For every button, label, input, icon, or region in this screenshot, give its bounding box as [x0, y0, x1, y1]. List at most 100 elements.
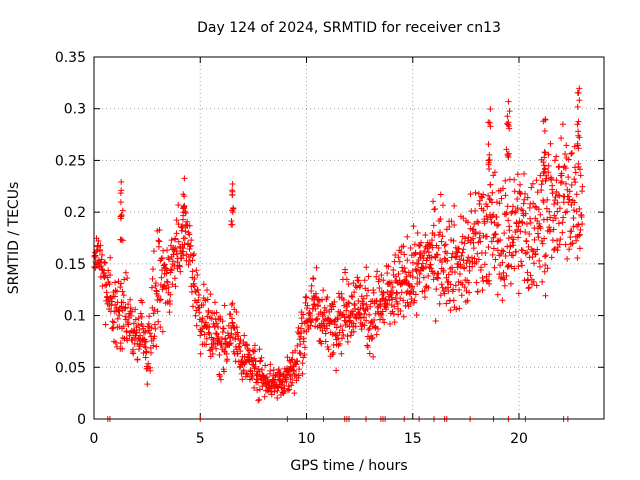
data-point — [510, 242, 517, 249]
data-point — [357, 282, 364, 289]
data-point — [334, 314, 341, 321]
data-point — [347, 332, 354, 339]
data-point — [364, 342, 371, 349]
data-point — [229, 300, 236, 307]
data-point — [432, 206, 439, 213]
data-point — [263, 374, 270, 381]
data-point — [444, 250, 451, 257]
data-point — [502, 177, 509, 184]
data-point — [308, 282, 315, 289]
data-point — [404, 233, 411, 240]
data-point — [324, 294, 331, 301]
data-point — [122, 269, 129, 276]
data-point — [476, 197, 483, 204]
data-point — [495, 221, 502, 228]
data-point — [491, 169, 498, 176]
data-point — [308, 319, 315, 326]
data-point — [480, 207, 487, 214]
data-point — [466, 289, 473, 296]
data-point — [541, 235, 548, 242]
data-point — [194, 287, 201, 294]
data-point — [180, 209, 187, 216]
data-point — [158, 255, 165, 262]
data-point — [509, 239, 516, 246]
data-point — [99, 267, 106, 274]
x-axis-label: GPS time / hours — [290, 458, 407, 474]
data-point — [199, 315, 206, 322]
data-point — [533, 282, 540, 289]
data-point — [511, 265, 518, 272]
data-point — [426, 241, 433, 248]
data-point — [120, 292, 127, 299]
data-point — [510, 236, 517, 243]
data-point — [556, 205, 563, 212]
data-point — [179, 224, 186, 231]
data-point — [556, 192, 563, 199]
data-point — [197, 350, 204, 357]
data-point — [314, 315, 321, 322]
data-point — [476, 230, 483, 237]
data-point — [251, 365, 258, 372]
data-point — [135, 322, 142, 329]
data-point — [338, 350, 345, 357]
data-point — [458, 252, 465, 259]
data-point — [205, 329, 212, 336]
data-point — [486, 166, 493, 173]
data-point — [156, 226, 163, 233]
data-point — [357, 315, 364, 322]
data-point — [379, 316, 386, 323]
data-point — [274, 395, 281, 402]
data-point — [227, 311, 234, 318]
data-point — [355, 298, 362, 305]
data-point — [343, 276, 350, 283]
data-point — [192, 312, 199, 319]
data-point — [149, 275, 156, 282]
data-point — [119, 207, 126, 214]
data-point — [396, 277, 403, 284]
data-point — [343, 307, 350, 314]
data-point — [156, 238, 163, 245]
data-point — [456, 271, 463, 278]
data-point — [575, 89, 582, 96]
data-point — [404, 257, 411, 264]
data-point — [229, 320, 236, 327]
data-point — [435, 270, 442, 277]
data-point — [160, 247, 167, 254]
data-point — [97, 242, 104, 249]
data-point — [414, 229, 421, 236]
data-point — [201, 331, 208, 338]
data-point — [119, 288, 126, 295]
data-point — [361, 322, 368, 329]
data-point — [513, 219, 520, 226]
data-point — [319, 313, 326, 320]
data-point — [124, 275, 131, 282]
data-point — [512, 209, 519, 216]
data-point — [241, 332, 248, 339]
data-point — [566, 246, 573, 253]
y-tick-label: 0.05 — [55, 360, 86, 376]
data-point — [560, 214, 567, 221]
data-point — [518, 258, 525, 265]
data-point — [401, 265, 408, 272]
data-point — [173, 230, 180, 237]
data-point — [155, 243, 162, 250]
data-point — [229, 207, 236, 214]
data-point — [270, 366, 277, 373]
data-point — [576, 85, 583, 92]
data-point — [251, 348, 258, 355]
data-point — [220, 325, 227, 332]
data-point — [342, 318, 349, 325]
data-point — [421, 287, 428, 294]
data-point — [570, 207, 577, 214]
data-point — [486, 195, 493, 202]
data-point — [310, 276, 317, 283]
data-point — [323, 325, 330, 332]
data-point — [548, 175, 555, 182]
data-point — [474, 288, 481, 295]
data-point — [338, 312, 345, 319]
data-point — [481, 220, 488, 227]
data-point — [98, 266, 105, 273]
data-point — [535, 234, 542, 241]
data-point — [388, 302, 395, 309]
data-point — [500, 248, 507, 255]
